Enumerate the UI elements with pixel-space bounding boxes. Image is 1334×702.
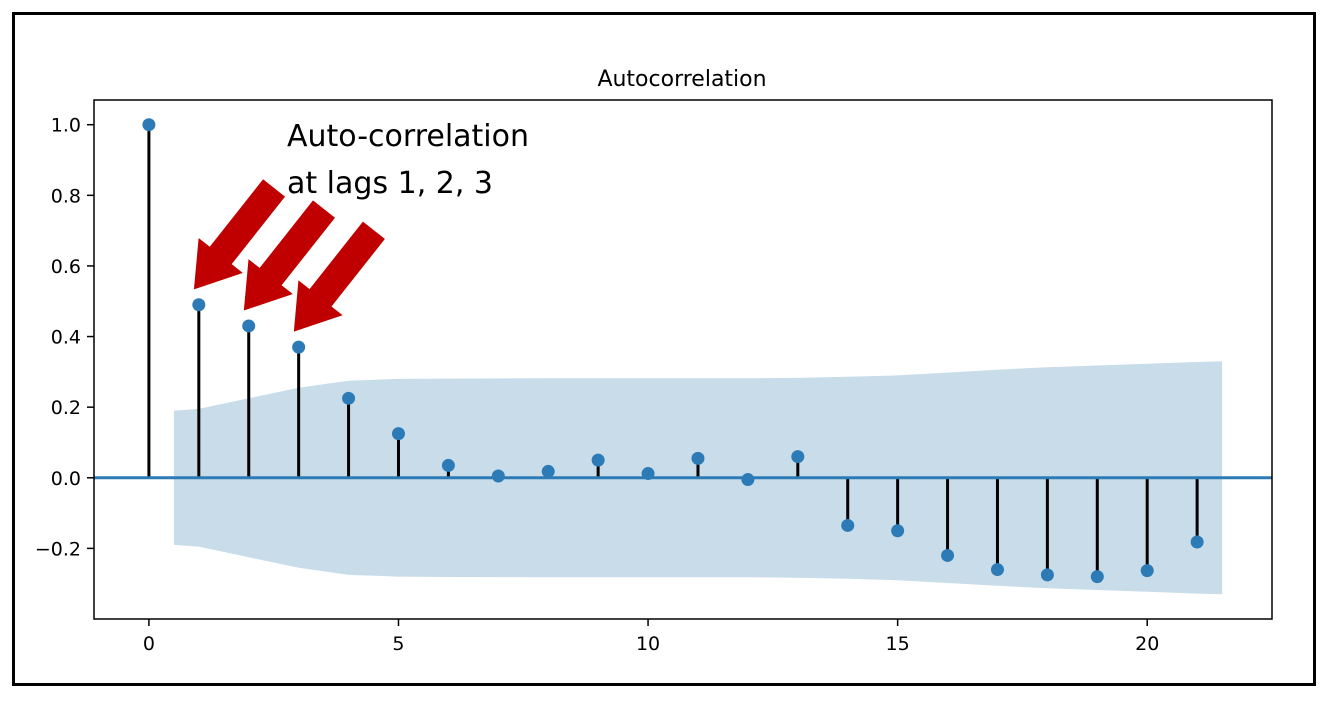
annotation-arrows bbox=[191, 176, 388, 335]
x-tick-label: 15 bbox=[886, 633, 910, 655]
y-tick-label: 0.8 bbox=[51, 185, 81, 207]
x-axis: 0 5 10 15 20 bbox=[143, 619, 1159, 655]
marker-lag-6 bbox=[441, 458, 455, 472]
marker-lag-15 bbox=[891, 524, 905, 538]
marker-lag-16 bbox=[941, 548, 955, 562]
marker-lag-4 bbox=[342, 391, 356, 405]
marker-lag-0 bbox=[142, 118, 156, 132]
y-tick-label: 0.2 bbox=[51, 397, 81, 419]
marker-layer bbox=[142, 118, 1204, 584]
marker-lag-12 bbox=[741, 473, 755, 487]
marker-lag-13 bbox=[791, 450, 805, 464]
y-tick-label: 0.0 bbox=[51, 468, 81, 490]
red-arrow-lag-2 bbox=[241, 197, 338, 314]
marker-lag-20 bbox=[1140, 564, 1154, 578]
y-axis: 1.0 0.8 0.6 0.4 0.2 0.0 −0.2 bbox=[35, 115, 94, 560]
marker-lag-9 bbox=[591, 453, 605, 467]
x-tick-label: 0 bbox=[143, 633, 155, 655]
annotation-line: at lags 1, 2, 3 bbox=[287, 166, 493, 201]
y-tick-label: 0.6 bbox=[51, 256, 81, 278]
red-arrow-lag-3 bbox=[291, 218, 388, 335]
red-arrow-lag-1 bbox=[191, 176, 288, 293]
marker-lag-18 bbox=[1040, 568, 1054, 582]
x-tick-label: 20 bbox=[1135, 633, 1159, 655]
annotation-text: Auto-correlation at lags 1, 2, 3 bbox=[287, 119, 529, 201]
y-tick-label: 1.0 bbox=[51, 115, 81, 137]
marker-lag-5 bbox=[391, 427, 405, 441]
marker-lag-7 bbox=[491, 469, 505, 483]
x-tick-label: 5 bbox=[392, 633, 404, 655]
marker-lag-10 bbox=[641, 467, 655, 481]
marker-lag-11 bbox=[691, 451, 705, 465]
marker-lag-14 bbox=[841, 518, 855, 532]
y-tick-label: 0.4 bbox=[51, 327, 81, 349]
plot-area-border bbox=[93, 99, 1273, 620]
y-tick-label: −0.2 bbox=[35, 538, 81, 560]
annotation-line: Auto-correlation bbox=[287, 119, 529, 154]
marker-lag-2 bbox=[242, 319, 256, 333]
marker-lag-3 bbox=[292, 340, 306, 354]
marker-lag-19 bbox=[1090, 570, 1104, 584]
marker-lag-1 bbox=[192, 298, 206, 312]
marker-lag-17 bbox=[990, 563, 1004, 577]
chart-title: Autocorrelation bbox=[597, 67, 766, 92]
marker-lag-8 bbox=[541, 464, 555, 478]
x-tick-label: 10 bbox=[636, 633, 660, 655]
marker-lag-21 bbox=[1190, 535, 1204, 549]
